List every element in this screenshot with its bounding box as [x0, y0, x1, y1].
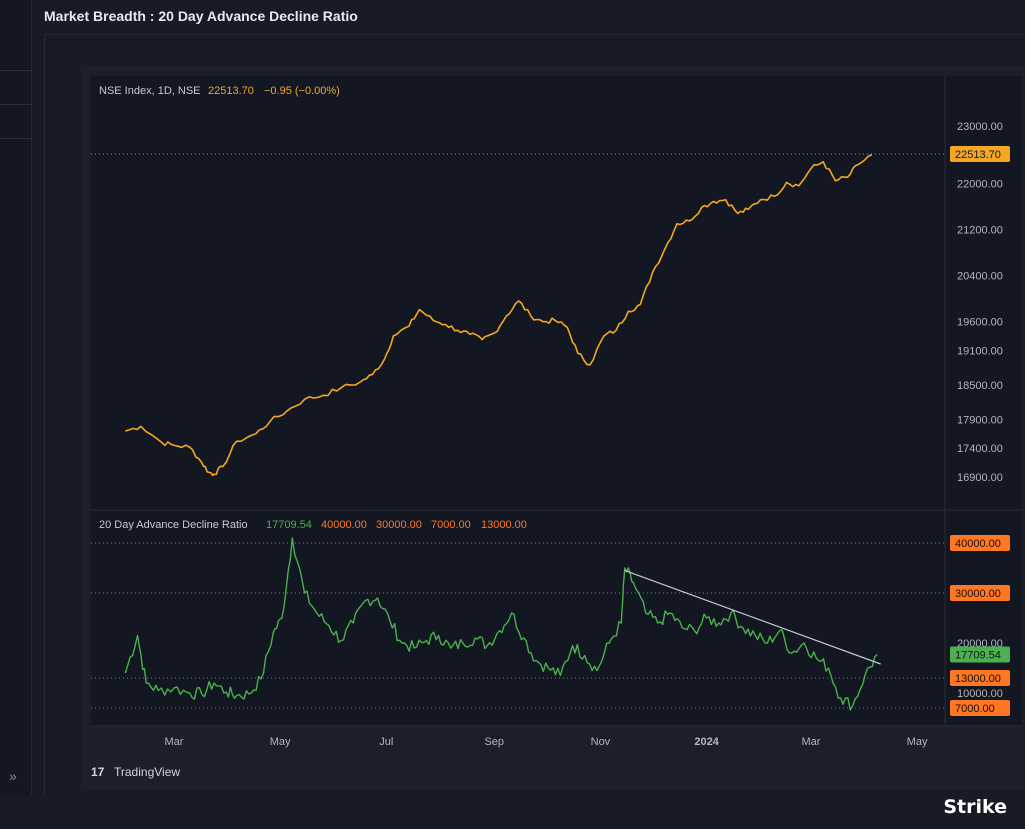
level-badge — [950, 585, 1010, 601]
level-badge-text: 40000.00 — [955, 538, 1001, 550]
content-frame — [44, 34, 1025, 796]
breadth-series-line — [124, 537, 878, 711]
sidebar-divider — [0, 104, 31, 105]
index-y-tick-label: 21200.00 — [957, 225, 1003, 237]
level-badge — [950, 535, 1010, 551]
time-axis-label: Mar — [802, 736, 821, 748]
index-y-tick-label: 18500.00 — [957, 380, 1003, 392]
chart-panel: NSE Index, 1D, NSE 22513.70 −0.95 (−0.00… — [81, 66, 1025, 790]
expand-chevron-icon[interactable]: » — [9, 768, 17, 784]
brand-logo: Strike — [943, 796, 1007, 818]
breadth-legend-name: 20 Day Advance Decline Ratio — [99, 519, 248, 531]
time-axis-label: Sep — [484, 736, 504, 748]
breadth-legend-value-support: 13000.00 — [481, 519, 527, 531]
index-y-tick-label: 16900.00 — [957, 472, 1003, 484]
index-legend-symbol: NSE Index, 1D, NSE — [99, 85, 201, 97]
last-price-badge-text: 22513.70 — [955, 149, 1001, 161]
index-y-tick-label: 19600.00 — [957, 317, 1003, 329]
index-y-tick-label: 23000.00 — [957, 121, 1003, 133]
tradingview-mark-icon: 17 — [91, 765, 105, 779]
index-y-tick-label: 22000.00 — [957, 179, 1003, 191]
breadth-legend-value-mid: 30000.00 — [376, 519, 422, 531]
time-axis-label: May — [907, 736, 928, 748]
breadth-y-tick-label: 10000.00 — [957, 688, 1003, 700]
level-badge — [950, 700, 1010, 716]
tradingview-logo: 17 TradingView — [91, 765, 180, 779]
index-y-tick-label: 17400.00 — [957, 443, 1003, 455]
sidebar-divider — [0, 138, 31, 139]
time-axis-label: Nov — [591, 736, 611, 748]
index-series-line — [125, 154, 873, 477]
time-axis-label: Jul — [379, 736, 393, 748]
page-title: Market Breadth : 20 Day Advance Decline … — [44, 8, 358, 24]
last-price-badge — [950, 145, 1010, 162]
breadth-legend-value-current: 17709.54 — [266, 519, 312, 531]
breadth-legend-value-low: 7000.00 — [431, 519, 471, 531]
index-legend-last: 22513.70 — [208, 85, 254, 97]
level-badge-text: 17709.54 — [955, 649, 1001, 661]
level-badge — [950, 670, 1010, 686]
sidebar-divider — [0, 70, 31, 71]
index-y-tick-label: 20400.00 — [957, 271, 1003, 283]
breadth-pane: 20 Day Advance Decline Ratio 17709.54 40… — [91, 519, 1010, 716]
index-y-tick-label: 17900.00 — [957, 414, 1003, 426]
time-axis: Mar May Jul Sep Nov 2024 Mar May — [165, 736, 929, 748]
bottom-strip — [0, 795, 1025, 829]
level-badge-text: 13000.00 — [955, 673, 1001, 685]
index-legend-change: −0.95 (−0.00%) — [264, 85, 340, 97]
breadth-legend-value-upper: 40000.00 — [321, 519, 367, 531]
index-pane: NSE Index, 1D, NSE 22513.70 −0.95 (−0.00… — [91, 85, 1010, 484]
trendline — [624, 569, 881, 665]
left-sidebar: » — [0, 0, 32, 795]
time-axis-label: Mar — [165, 736, 184, 748]
level-badge-text: 7000.00 — [955, 703, 995, 715]
chart-canvas[interactable]: NSE Index, 1D, NSE 22513.70 −0.95 (−0.00… — [81, 66, 1025, 790]
time-axis-label: 2024 — [694, 736, 719, 748]
chart-background — [91, 76, 1022, 726]
index-y-tick-label: 19100.00 — [957, 345, 1003, 357]
tradingview-label: TradingView — [114, 765, 180, 779]
level-badge-text: 30000.00 — [955, 588, 1001, 600]
level-badge — [950, 646, 1010, 663]
time-axis-label: May — [270, 736, 291, 748]
